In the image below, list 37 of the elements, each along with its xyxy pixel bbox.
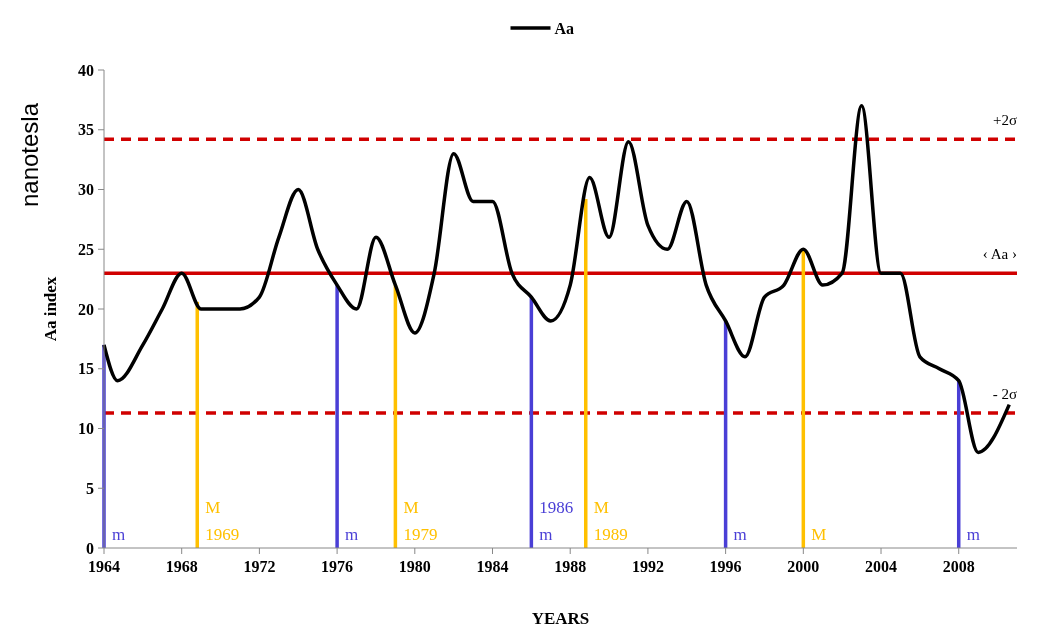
y-tick-label: 5	[86, 479, 94, 497]
ref-line-label: m	[966, 525, 980, 544]
x-tick-label: 1964	[88, 558, 120, 575]
text: nanotesla	[16, 102, 43, 208]
ref-line-label: M 1969	[205, 498, 240, 544]
x-tick-label: 1988	[554, 558, 587, 575]
ref-line-label: ‹ Aa ›	[982, 246, 1017, 263]
x-tick-label: 1980	[398, 558, 431, 575]
x-tick-label: 1972	[243, 558, 276, 575]
x-tick-label: 1984	[476, 558, 509, 575]
x-tick-label: 2000	[787, 558, 820, 575]
y-tick-label: 20	[78, 300, 94, 318]
x-axis-title: YEARS	[531, 609, 590, 628]
y-tick-label: 25	[78, 240, 94, 258]
x-tick-label: 1992	[631, 558, 664, 575]
x-tick-label: 1996	[709, 558, 742, 575]
ref-line-label: M 1979	[403, 498, 438, 544]
y-tick-label: 15	[78, 360, 94, 378]
x-tick-label: 1976	[321, 558, 354, 575]
x-tick-label: 2008	[942, 558, 975, 575]
y-axis-title: Aa index	[41, 276, 60, 342]
y-tick-label: 30	[78, 181, 94, 199]
ref-line-label: +2σ	[992, 112, 1017, 129]
ref-line-label: m	[112, 525, 126, 544]
y-tick-label: 40	[78, 61, 94, 79]
ref-line-label: - 2σ	[992, 385, 1017, 402]
ref-line-label: M	[811, 525, 827, 544]
ref-line-label: m	[345, 525, 359, 544]
y-tick-label: 10	[78, 420, 94, 438]
x-tick-label: 1968	[165, 558, 198, 575]
y-tick-label: 0	[86, 539, 94, 557]
legend-label: Aa	[554, 19, 575, 37]
y-tick-label: 35	[78, 121, 94, 139]
ref-line-label: 1986 m	[539, 498, 574, 544]
ref-line-label: m	[733, 525, 747, 544]
x-tick-label: 2004	[865, 558, 898, 575]
ref-line-label: M 1989	[593, 498, 628, 544]
